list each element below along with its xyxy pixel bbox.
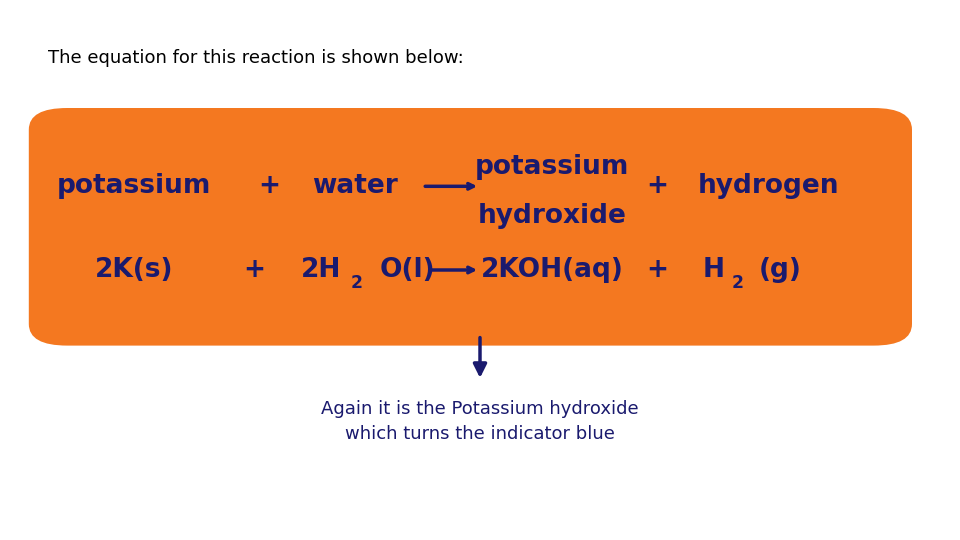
Text: 2K(s): 2K(s) xyxy=(95,257,174,283)
Text: 2H: 2H xyxy=(300,257,341,283)
Text: +: + xyxy=(258,173,279,199)
Text: H: H xyxy=(703,257,725,283)
Text: potassium: potassium xyxy=(475,154,629,180)
Text: The equation for this reaction is shown below:: The equation for this reaction is shown … xyxy=(48,49,464,66)
Text: Again it is the Potassium hydroxide
which turns the indicator blue: Again it is the Potassium hydroxide whic… xyxy=(322,400,638,443)
Text: +: + xyxy=(647,173,668,199)
Text: (g): (g) xyxy=(758,257,802,283)
Text: O(l): O(l) xyxy=(379,257,435,283)
Text: hydroxide: hydroxide xyxy=(477,203,627,229)
Text: 2: 2 xyxy=(732,274,743,293)
Text: +: + xyxy=(647,257,668,283)
Text: 2: 2 xyxy=(350,274,362,293)
Text: hydrogen: hydrogen xyxy=(697,173,839,199)
Text: potassium: potassium xyxy=(58,173,211,199)
Text: +: + xyxy=(244,257,265,283)
Text: 2KOH(aq): 2KOH(aq) xyxy=(481,257,623,283)
Text: water: water xyxy=(312,173,398,199)
FancyBboxPatch shape xyxy=(29,108,912,346)
